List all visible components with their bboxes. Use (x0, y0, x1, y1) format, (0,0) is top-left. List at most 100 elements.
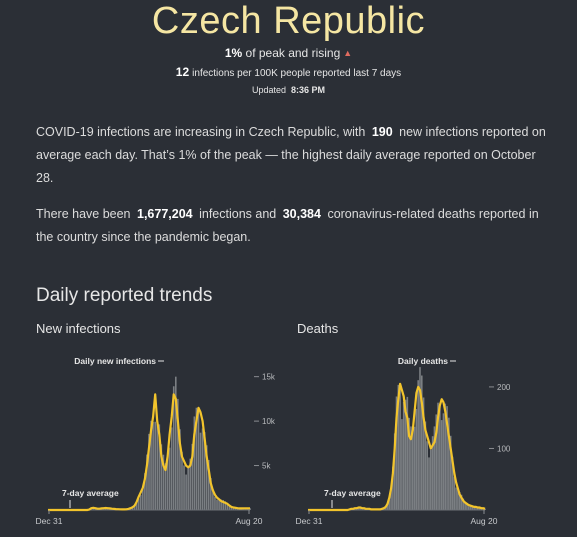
deaths-daily-bar (448, 417, 450, 510)
deaths-daily-bar (449, 435, 452, 510)
deaths-daily-bar (417, 380, 419, 510)
infections-daily-bar (160, 444, 163, 510)
up-triangle-icon: ▲ (343, 48, 353, 58)
deaths-daily-bar (478, 507, 481, 510)
infections-daily-bar (133, 504, 136, 510)
deaths-average-label: 7-day average (324, 488, 381, 498)
infections-daily-bar (170, 427, 173, 510)
deaths-chart-svg: 200 100 Dec 31 Aug 20 Daily deaths 7-day aver… (296, 356, 511, 526)
infections-series-label: Daily new infections (74, 356, 156, 366)
infections-daily-bar (179, 429, 181, 510)
summary-text: COVID-19 infections are increasing in Cz… (36, 125, 366, 139)
infections-average-line (48, 393, 250, 512)
deaths-daily-bar (401, 419, 403, 510)
infections-daily-bar (135, 501, 138, 510)
infections-daily-bar (177, 398, 179, 510)
deaths-daily-bar (464, 501, 466, 510)
section-title: Daily reported trends (36, 285, 213, 306)
infections-daily-bar (183, 465, 185, 510)
infections-daily-bar (137, 498, 140, 510)
infections-daily-bar (164, 463, 167, 510)
deaths-daily-bar (399, 388, 401, 510)
infections-daily-bar (205, 445, 208, 510)
deaths-daily-bar (440, 420, 443, 510)
deaths-daily-bar (420, 375, 423, 510)
deaths-daily-bar (458, 492, 461, 510)
deaths-daily-bar (471, 505, 474, 510)
deaths-daily-bar (408, 417, 410, 510)
infections-daily-bar (181, 451, 183, 510)
deaths-daily-bar (457, 488, 459, 510)
deaths-x-end-label: Aug 20 (471, 516, 498, 526)
summary-text: coronavirus-related deaths reported in t… (36, 207, 539, 244)
infection-rate: 12 infections per 100K people reported la… (0, 65, 577, 79)
peak-percent: 1% (224, 46, 243, 60)
peak-status: 1% of peak and rising ▲ (0, 46, 577, 60)
deaths-daily-bar (392, 466, 394, 510)
infections-daily-bar (152, 421, 154, 510)
infections-daily-bar (207, 460, 210, 510)
infections-daily-bar (224, 501, 227, 510)
deaths-daily-bar (466, 503, 468, 510)
deaths-daily-bar (430, 449, 432, 510)
deaths-daily-bar (390, 487, 392, 510)
infections-daily-bar (185, 474, 187, 510)
infections-y-tick-label: 10k (262, 417, 276, 426)
page-title: Czech Republic (151, 0, 426, 42)
deaths-daily-bar (384, 506, 387, 510)
deaths-daily-bar (406, 396, 409, 510)
deaths-daily-bar (475, 506, 477, 510)
deaths-daily-bar (410, 426, 412, 510)
infections-daily-bar (212, 489, 214, 510)
infections-average-label: 7-day average (62, 488, 119, 498)
infections-daily-bar (195, 407, 198, 510)
deaths-average-line (308, 382, 486, 512)
deaths-daily-bar (455, 487, 457, 510)
total-infections-value: 1,677,204 (137, 207, 193, 221)
deaths-daily-bar (424, 421, 427, 510)
infections-daily-bar (156, 423, 159, 510)
deaths-daily-bar (469, 505, 472, 510)
deaths-daily-bar (484, 508, 486, 510)
infections-daily-bar (216, 499, 218, 510)
infections-daily-bar (191, 443, 194, 510)
infections-daily-bar (199, 432, 202, 510)
updated-label: Updated (251, 85, 286, 95)
deaths-daily-bar (402, 401, 405, 510)
infections-daily-bar (189, 458, 192, 510)
infections-daily-bar (203, 432, 206, 510)
deaths-daily-bar (451, 456, 454, 510)
summary-text: infections and (199, 207, 277, 221)
deaths-daily-bar (433, 426, 436, 510)
infections-daily-bar (144, 473, 146, 510)
deaths-daily-bar (460, 494, 463, 510)
summary-text: There have been (36, 207, 131, 221)
infections-daily-bar (154, 421, 156, 510)
infections-daily-bar (92, 508, 95, 510)
deaths-daily-bar (446, 406, 448, 510)
infections-y-tick-label: 5k (262, 462, 271, 471)
infections-chart-svg: 15k 10k 5k Dec 31 Aug 20 Daily new infections… (36, 356, 276, 526)
deaths-y-tick-label: 100 (497, 444, 511, 453)
infections-daily-bar (232, 507, 235, 510)
infections-daily-bar (226, 502, 229, 510)
infections-chart: 15k 10k 5k Dec 31 Aug 20 Daily new infections… (30, 340, 300, 535)
deaths-daily-bar (437, 402, 439, 510)
deaths-daily-bar (426, 441, 429, 510)
deaths-daily-bar (422, 397, 425, 510)
infections-daily-bar (158, 424, 161, 510)
infections-daily-bar (139, 494, 142, 510)
deaths-daily-bar (473, 506, 475, 510)
infections-x-start-label: Dec 31 (36, 516, 63, 526)
deaths-chart: 200 100 Dec 31 Aug 20 Daily deaths 7-day aver… (290, 340, 560, 535)
deaths-daily-bar (442, 413, 445, 510)
infections-daily-bar (214, 496, 216, 510)
deaths-daily-bar (395, 396, 398, 510)
per100k-value: 12 (175, 65, 190, 79)
infections-daily-bar (174, 376, 177, 510)
deaths-daily-bar (413, 426, 416, 510)
infections-daily-bar (197, 408, 200, 510)
deaths-y-tick-label: 200 (497, 383, 511, 392)
deaths-daily-bar (411, 426, 414, 510)
total-deaths-value: 30,384 (282, 207, 321, 221)
